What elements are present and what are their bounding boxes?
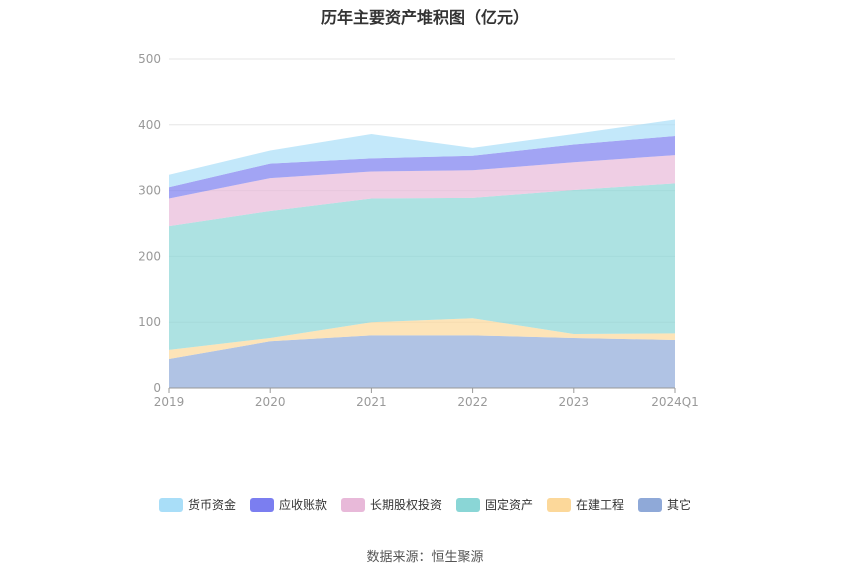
- legend-label: 长期股权投资: [369, 498, 442, 512]
- area-在建工程: [169, 318, 675, 360]
- legend-item[interactable]: 在建工程: [547, 496, 624, 513]
- y-tick-label: 0: [153, 381, 161, 395]
- y-tick-label: 100: [138, 315, 161, 329]
- x-tick-label: 2019: [154, 395, 185, 409]
- y-tick-label: 500: [138, 52, 161, 66]
- legend-item[interactable]: 货币资金: [158, 496, 236, 513]
- legend-label: 货币资金: [187, 498, 236, 512]
- y-tick-label: 300: [138, 184, 161, 198]
- area-series: [169, 119, 675, 388]
- legend-item[interactable]: 固定资产: [456, 496, 533, 513]
- legend-label: 应收账款: [278, 498, 327, 512]
- area-其它: [169, 335, 675, 388]
- area-固定资产: [169, 183, 675, 350]
- data-source: 数据来源：恒生聚源: [366, 550, 484, 565]
- area-长期股权投资: [169, 155, 675, 227]
- axes: 0 100 200 300 400 500 2019 2020 2021 2022 2023 2024…: [138, 52, 699, 409]
- legend-swatch: [547, 497, 572, 512]
- y-tick-label: 200: [138, 249, 161, 263]
- legend-label: 其它: [667, 498, 692, 512]
- legend-item[interactable]: 应收账款: [249, 496, 327, 513]
- x-tick-label: 2024Q1: [651, 395, 699, 409]
- legend-item[interactable]: 长期股权投资: [340, 496, 442, 513]
- legend-swatch: [456, 497, 480, 512]
- legend-swatch: [638, 497, 663, 512]
- legend: 货币资金 应收账款 长期股权投资 固定资产 在建工程 其它: [0, 496, 850, 513]
- legend-label: 在建工程: [576, 498, 625, 512]
- legend-item[interactable]: 其它: [638, 496, 691, 513]
- chart-title: 历年主要资产堆积图（亿元）: [320, 8, 529, 27]
- legend-swatch: [158, 497, 183, 512]
- legend-swatch: [249, 497, 274, 512]
- x-tick-label: 2021: [356, 395, 387, 409]
- x-tick-label: 2020: [255, 395, 286, 409]
- legend-swatch: [340, 497, 365, 512]
- x-tick-label: 2022: [457, 395, 488, 409]
- x-tick-label: 2023: [559, 395, 590, 409]
- stacked-area-chart: 0 100 200 300 400 500 2019 2020 2021 2022 2023 2024…: [138, 52, 699, 409]
- legend-label: 固定资产: [485, 498, 534, 512]
- area-应收账款: [169, 135, 675, 199]
- y-tick-label: 400: [138, 118, 161, 132]
- area-货币资金: [169, 119, 675, 188]
